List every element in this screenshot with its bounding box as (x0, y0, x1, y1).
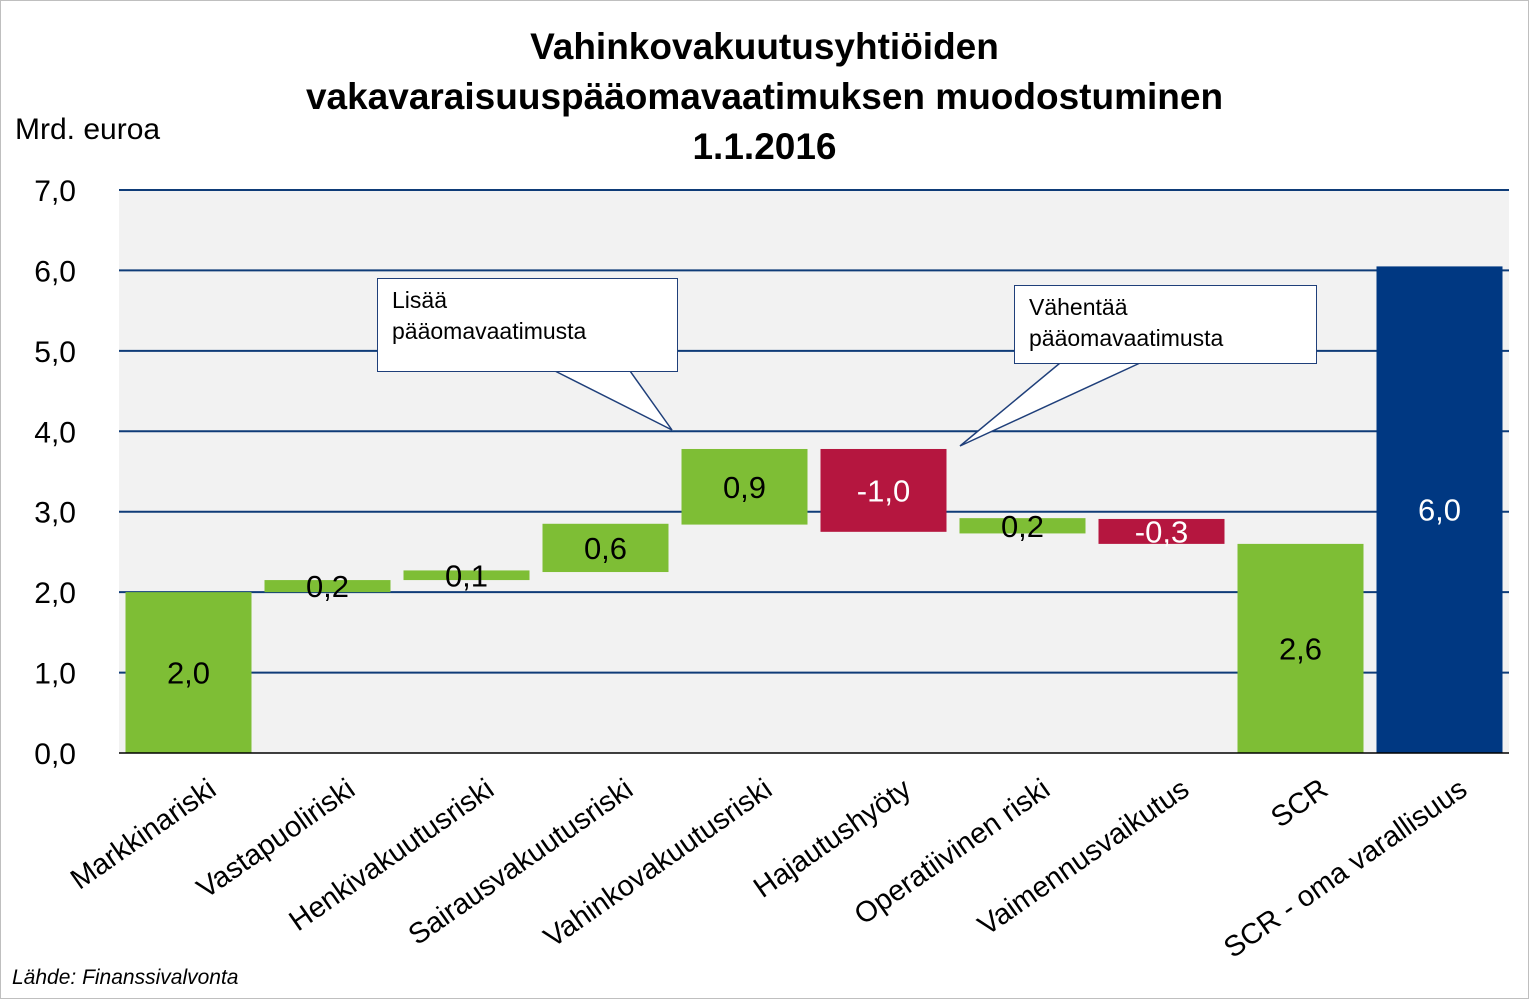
y-tick-label: 4,0 (34, 416, 76, 449)
bar-value-label: 0,6 (584, 531, 627, 566)
callout-decrease-line-2: pääomavaatimusta (1029, 325, 1224, 351)
bar-value-label: 0,2 (1001, 509, 1044, 544)
callout-increase-line-2: pääomavaatimusta (392, 318, 587, 344)
y-tick-label: 1,0 (34, 658, 76, 691)
y-tick-label: 6,0 (34, 255, 76, 288)
y-tick-label: 3,0 (34, 497, 76, 530)
callout-decrease: Vähentää pääomavaatimusta (1014, 285, 1317, 364)
bar (403, 570, 530, 581)
chart-title: Vahinkovakuutusyhtiöiden vakavaraisuuspä… (0, 22, 1529, 172)
x-category-label: SCR (1265, 773, 1334, 834)
bar-value-label: -0,3 (1135, 514, 1188, 549)
bar (1376, 266, 1503, 753)
title-line-3: 1.1.2016 (692, 126, 837, 167)
x-category-label: SCR - oma varallisuus (1218, 773, 1473, 965)
bar (125, 592, 252, 753)
x-category-label: Vahinkovakuutusriski (538, 773, 778, 954)
title-line-1: Vahinkovakuutusyhtiöiden (530, 26, 999, 67)
source-note: Lähde: Finanssivalvonta (12, 966, 239, 989)
y-tick-label: 0,0 (34, 738, 76, 771)
callout-increase-line-1: Lisää (392, 287, 447, 313)
bar (264, 580, 391, 593)
y-tick-label: 7,0 (34, 175, 76, 208)
bar-value-label: 2,6 (1279, 631, 1322, 666)
y-axis-label: Mrd. euroa (15, 113, 161, 146)
title-line-2: vakavaraisuuspääomavaatimuksen muodostum… (305, 76, 1224, 117)
bar (820, 448, 947, 532)
bar-value-label: 6,0 (1418, 493, 1461, 528)
callout-increase: Lisää pääomavaatimusta (377, 278, 678, 372)
bar (959, 518, 1086, 534)
bar (681, 448, 808, 525)
bar-value-label: 0,1 (445, 558, 488, 593)
bar-value-label: 2,0 (167, 656, 210, 691)
bar (1237, 543, 1364, 753)
bar-value-label: 0,2 (306, 569, 349, 604)
y-tick-label: 2,0 (34, 577, 76, 610)
y-tick-label: 5,0 (34, 336, 76, 369)
bar-value-label: 0,9 (723, 470, 766, 505)
callout-decrease-line-1: Vähentää (1029, 294, 1128, 320)
x-category-label: Sairausvakuutusriski (403, 773, 639, 952)
bar (542, 523, 669, 573)
bar (1098, 518, 1225, 544)
bar-value-label: -1,0 (857, 473, 910, 508)
